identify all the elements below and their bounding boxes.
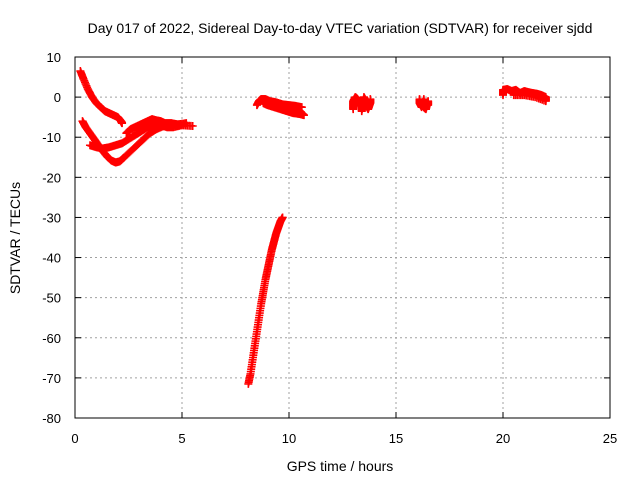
series-arc-9 xyxy=(415,95,433,114)
data-point-marker xyxy=(289,105,298,114)
x-tick-label: 5 xyxy=(178,431,185,446)
chart-title: Day 017 of 2022, Sidereal Day-to-day VTE… xyxy=(88,20,593,36)
series-arc-7 xyxy=(259,99,308,120)
x-tick-label: 15 xyxy=(389,431,403,446)
series-arc-10 xyxy=(499,85,550,106)
data-point-marker xyxy=(366,95,375,104)
y-axis-label: SDTVAR / TECUs xyxy=(7,182,23,294)
x-tick-label: 0 xyxy=(71,431,78,446)
y-tick-label: -60 xyxy=(42,331,61,346)
y-tick-label: -20 xyxy=(42,170,61,185)
data-point-marker xyxy=(118,119,127,128)
y-tick-label: -10 xyxy=(42,130,61,145)
x-axis-label: GPS time / hours xyxy=(287,458,394,474)
plot-frame xyxy=(74,56,611,419)
data-point-marker xyxy=(509,91,518,100)
data-point-marker xyxy=(278,213,287,222)
series-arc-5 xyxy=(244,213,287,388)
y-tick-label: 10 xyxy=(47,50,61,65)
y-tick-label: -70 xyxy=(42,371,61,386)
y-tick-label: -30 xyxy=(42,210,61,225)
data-series-layer xyxy=(76,67,550,388)
series-arc-8 xyxy=(349,93,375,116)
series-arc-3 xyxy=(85,121,186,153)
x-tick-label: 10 xyxy=(282,431,296,446)
y-tick-label: -50 xyxy=(42,291,61,306)
series-arc-4 xyxy=(122,115,191,138)
data-point-marker xyxy=(188,121,197,130)
y-tick-label: -80 xyxy=(42,411,61,426)
grid-lines xyxy=(75,57,610,418)
x-tick-label: 25 xyxy=(603,431,617,446)
x-axis-ticks: 0 5 10 15 20 25 xyxy=(71,57,617,446)
y-axis-ticks: 10 0 -10 -20 -30 -40 -50 -60 -70 -80 xyxy=(42,50,610,426)
series-arc-1 xyxy=(76,67,127,128)
y-tick-label: 0 xyxy=(54,90,61,105)
data-point-marker xyxy=(182,119,191,128)
data-point-marker xyxy=(424,101,433,110)
y-tick-label: -40 xyxy=(42,251,61,266)
x-tick-label: 20 xyxy=(496,431,510,446)
